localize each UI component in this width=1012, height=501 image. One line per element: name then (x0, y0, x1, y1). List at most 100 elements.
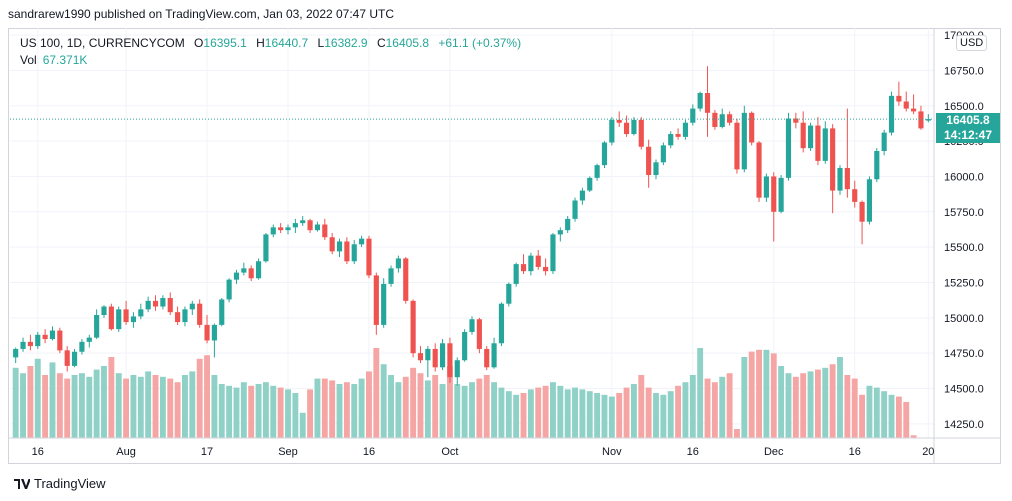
y-tick-label: 15500.0 (944, 242, 984, 254)
ohlc-legend: US 100, 1D, CURRENCYCOM O16395.1 H16440.… (20, 36, 521, 50)
volume-bar (218, 384, 225, 438)
volume-bar (277, 387, 284, 438)
candle-body (108, 306, 114, 330)
candle-body (116, 309, 122, 330)
volume-bar (910, 435, 917, 438)
y-tick-label: 14250.0 (944, 419, 984, 431)
candle-body (233, 272, 240, 280)
volume-bar (550, 382, 556, 438)
candle-body (844, 167, 850, 190)
candle-body (410, 300, 416, 354)
volume-bar (770, 353, 777, 438)
last-price-value: 16405.8 (946, 113, 990, 127)
candle-body (697, 93, 703, 109)
candle-body (837, 167, 843, 191)
candle-body (204, 324, 210, 341)
candle-body (300, 220, 306, 224)
y-tick-label: 16750.0 (944, 65, 984, 77)
volume-bar (196, 358, 203, 438)
volume-bar (395, 382, 402, 438)
close-label: C (376, 36, 386, 50)
volume-bar (446, 366, 453, 438)
candle-body (351, 244, 357, 262)
volume-bar (20, 373, 26, 438)
candle-body (263, 234, 269, 262)
currency-badge[interactable]: USD (956, 35, 988, 51)
volume-bar (483, 375, 490, 438)
volume-bar (564, 389, 571, 438)
volume-bar (675, 385, 682, 438)
volume-bar (653, 393, 659, 438)
candle-body (71, 351, 78, 366)
volume-bar (778, 366, 785, 438)
candle-body (42, 334, 48, 340)
volume-bar (343, 382, 350, 438)
volume-bar (513, 394, 520, 438)
candle-body (35, 334, 41, 347)
volume-bar (424, 380, 431, 438)
candle-body (329, 237, 335, 252)
candle-body (388, 268, 394, 284)
candle-body (749, 112, 755, 143)
volume-bar (726, 373, 733, 438)
candle-body (79, 341, 85, 352)
candle-body (270, 227, 276, 235)
x-tick-label: Nov (602, 446, 622, 458)
change-value: +61.1 (+0.37%) (438, 36, 522, 50)
volume-bar (476, 378, 483, 438)
candle-body (285, 227, 291, 231)
volume-bar (417, 373, 424, 438)
candle-body (462, 331, 468, 361)
candle-body (344, 241, 350, 262)
candle-body (241, 268, 247, 273)
volume-bar (719, 376, 726, 438)
low-value: 16382.9 (324, 36, 368, 50)
volume-bar (12, 367, 19, 438)
candle-body (454, 360, 460, 378)
volume-bar (174, 382, 181, 438)
volume-bar (226, 385, 233, 438)
last-price-tag: 16405.8 14:12:47 (936, 113, 1000, 143)
candle-body (528, 255, 534, 272)
volume-bar (78, 373, 85, 438)
candle-body (911, 108, 917, 112)
volume-bar (270, 385, 277, 438)
candle-body (167, 298, 173, 313)
candle-body (278, 227, 284, 231)
tradingview-brand[interactable]: TradingView (14, 476, 106, 491)
x-tick-label: 16 (32, 446, 44, 458)
candle-body (226, 279, 232, 300)
close-value: 16405.8 (385, 36, 430, 50)
candle-body (653, 162, 659, 176)
volume-bar (881, 391, 888, 438)
candle-body (491, 343, 497, 368)
candle-body (587, 177, 593, 191)
volume-bar (859, 394, 866, 438)
symbol-label[interactable]: US 100, 1D, CURRENCYCOM (20, 36, 185, 50)
volume-bar (108, 357, 115, 438)
candle-body (322, 224, 328, 238)
volume-bar (807, 371, 814, 438)
candle-body (565, 218, 571, 231)
volume-bar (115, 373, 122, 438)
candle-body (734, 122, 740, 170)
candle-body (314, 224, 321, 231)
volume-bar (594, 393, 601, 438)
volume-bar (800, 373, 807, 438)
candle-body (432, 348, 438, 368)
y-tick-label: 16000.0 (944, 171, 984, 183)
candle-body (874, 151, 880, 180)
candle-body (579, 190, 585, 201)
candle-body (476, 319, 482, 349)
volume-bar (211, 375, 218, 438)
volume-bar (623, 387, 630, 438)
volume-bar (454, 384, 461, 438)
candle-body (447, 343, 453, 378)
y-tick-label: 14500.0 (944, 384, 984, 396)
volume-bar (888, 394, 895, 438)
volume-bar (748, 351, 755, 438)
candle-body (175, 312, 181, 323)
candle-body (138, 309, 144, 317)
candle-body (381, 283, 387, 325)
